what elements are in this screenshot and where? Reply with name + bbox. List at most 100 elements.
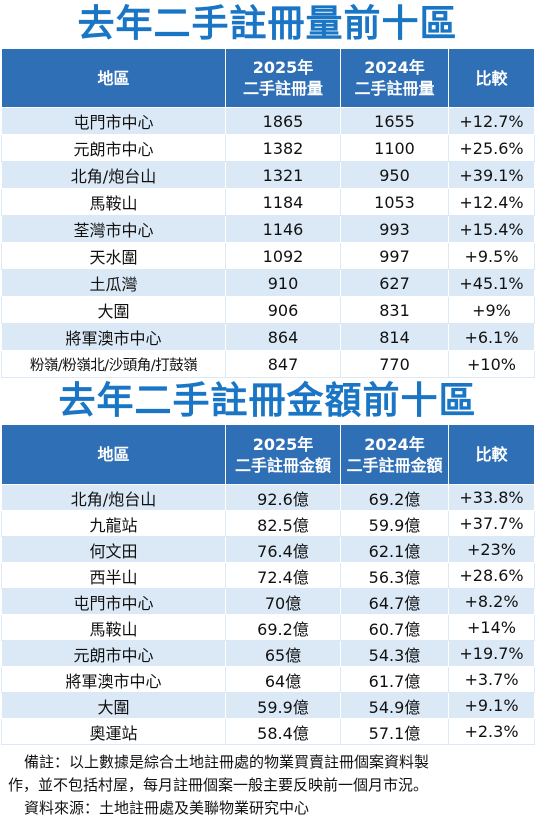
cell-change: +39.1% bbox=[448, 161, 535, 189]
cell-change: +15.4% bbox=[448, 215, 535, 243]
header-2024-year: 2024年 bbox=[364, 58, 425, 77]
cell-district: 將軍澳市中心 bbox=[1, 666, 226, 693]
cell-2024: 770 bbox=[340, 350, 449, 378]
source-line: 資料來源：土地註冊處及美聯物業研究中心 bbox=[24, 799, 310, 817]
cell-district: 馬鞍山 bbox=[1, 188, 226, 216]
note-line-1: 備註：以上數據是綜合土地註冊處的物業買賣註冊個案資料製 bbox=[24, 753, 430, 771]
cell-district: 天水圍 bbox=[1, 242, 226, 270]
header-2024: 2024年 二手註冊金額 bbox=[340, 424, 449, 485]
cell-2024: 56.3億 bbox=[340, 562, 449, 589]
table-row: 土瓜灣 910 627 +45.1% bbox=[1, 269, 535, 297]
cell-2024: 814 bbox=[340, 323, 449, 351]
cell-district: 大圍 bbox=[1, 692, 226, 719]
cell-district: 何文田 bbox=[1, 536, 226, 563]
header-2024: 2024年 二手註冊量 bbox=[340, 48, 449, 108]
cell-2025: 92.6億 bbox=[225, 484, 341, 511]
cell-2024: 64.7億 bbox=[340, 588, 449, 615]
header-compare: 比較 bbox=[448, 48, 535, 108]
table-row: 將軍澳市中心 864 814 +6.1% bbox=[1, 323, 535, 351]
registrations-value-table: 地區 2025年 二手註冊金額 2024年 二手註冊金額 比較 北角/炮台山 92… bbox=[1, 424, 535, 745]
cell-change: +12.7% bbox=[448, 107, 535, 135]
cell-2025: 82.5億 bbox=[225, 510, 341, 537]
cell-2024: 57.1億 bbox=[340, 718, 449, 745]
cell-2025: 58.4億 bbox=[225, 718, 341, 745]
cell-change: +9% bbox=[448, 296, 535, 324]
cell-change: +14% bbox=[448, 614, 535, 641]
cell-2025: 64億 bbox=[225, 666, 341, 693]
cell-change: +25.6% bbox=[448, 134, 535, 162]
cell-2025: 1092 bbox=[225, 242, 341, 270]
cell-change: +37.7% bbox=[448, 510, 535, 537]
cell-change: +8.2% bbox=[448, 588, 535, 615]
cell-district: 大圍 bbox=[1, 296, 226, 324]
cell-2024: 54.3億 bbox=[340, 640, 449, 667]
cell-change: +10% bbox=[448, 350, 535, 378]
table-row: 馬鞍山 69.2億 60.7億 +14% bbox=[1, 614, 535, 641]
header-2024-metric: 二手註冊金額 bbox=[346, 455, 443, 475]
cell-2024: 950 bbox=[340, 161, 449, 189]
header-2025-year: 2025年 bbox=[252, 58, 314, 77]
table-row: 大圍 59.9億 54.9億 +9.1% bbox=[1, 692, 535, 719]
table-row: 北角/炮台山 92.6億 69.2億 +33.8% bbox=[1, 484, 535, 511]
header-2024-year: 2024年 bbox=[364, 434, 425, 454]
table1-title: 去年二手註冊量前十區 bbox=[77, 2, 458, 45]
header-2024-metric: 二手註冊量 bbox=[354, 79, 435, 98]
table2-body: 北角/炮台山 92.6億 69.2億 +33.8% 九龍站 82.5億 59.9億 +37.… bbox=[1, 484, 535, 745]
cell-change: +12.4% bbox=[448, 188, 535, 216]
table-row: 天水圍 1092 997 +9.5% bbox=[1, 242, 535, 270]
cell-2024: 627 bbox=[340, 269, 449, 297]
cell-2024: 59.9億 bbox=[340, 510, 449, 537]
header-2025: 2025年 二手註冊金額 bbox=[225, 424, 341, 485]
cell-change: +9.5% bbox=[448, 242, 535, 270]
cell-change: +28.6% bbox=[448, 562, 535, 589]
cell-district: 粉嶺/粉嶺北/沙頭角/打鼓嶺 bbox=[1, 350, 226, 378]
cell-2025: 1184 bbox=[225, 188, 341, 216]
table-row: 粉嶺/粉嶺北/沙頭角/打鼓嶺 847 770 +10% bbox=[1, 350, 535, 378]
table-row: 元朗市中心 1382 1100 +25.6% bbox=[1, 134, 535, 162]
cell-district: 西半山 bbox=[1, 562, 226, 589]
header-2025-year: 2025年 bbox=[252, 434, 314, 454]
cell-2024: 1053 bbox=[340, 188, 449, 216]
cell-district: 馬鞍山 bbox=[1, 614, 226, 641]
cell-2025: 1865 bbox=[225, 107, 341, 135]
cell-change: +9.1% bbox=[448, 692, 535, 719]
table-row: 西半山 72.4億 56.3億 +28.6% bbox=[1, 562, 535, 589]
table-row: 何文田 76.4億 62.1億 +23% bbox=[1, 536, 535, 563]
cell-change: +19.7% bbox=[448, 640, 535, 667]
table-header-row: 地區 2025年 二手註冊金額 2024年 二手註冊金額 比較 bbox=[1, 424, 535, 485]
table-row: 馬鞍山 1184 1053 +12.4% bbox=[1, 188, 535, 216]
table-row: 屯門市中心 70億 64.7億 +8.2% bbox=[1, 588, 535, 615]
header-2025-metric: 二手註冊金額 bbox=[234, 455, 331, 475]
table-row: 元朗市中心 65億 54.3億 +19.7% bbox=[1, 640, 535, 667]
cell-2025: 910 bbox=[225, 269, 341, 297]
cell-2025: 70億 bbox=[225, 588, 341, 615]
cell-2024: 997 bbox=[340, 242, 449, 270]
cell-2025: 1146 bbox=[225, 215, 341, 243]
table-header-row: 地區 2025年 二手註冊量 2024年 二手註冊量 比較 bbox=[1, 48, 535, 108]
notes: 備註：以上數據是綜合土地註冊處的物業買賣註冊個案資料製 作，並不包括村屋，每月註… bbox=[0, 745, 535, 820]
cell-district: 屯門市中心 bbox=[1, 588, 226, 615]
note-line-2: 作，並不包括村屋，每月註冊個案一般主要反映前一個月市況。 bbox=[8, 776, 429, 794]
cell-2025: 847 bbox=[225, 350, 341, 378]
cell-district: 北角/炮台山 bbox=[1, 484, 226, 511]
registrations-volume-table: 地區 2025年 二手註冊量 2024年 二手註冊量 比較 屯門市中心 1865 1… bbox=[1, 48, 535, 378]
cell-change: +45.1% bbox=[448, 269, 535, 297]
table2-title: 去年二手註冊金額前十區 bbox=[58, 379, 477, 422]
cell-2025: 1382 bbox=[225, 134, 341, 162]
cell-district: 九龍站 bbox=[1, 510, 226, 537]
cell-district: 北角/炮台山 bbox=[1, 161, 226, 189]
cell-2024: 60.7億 bbox=[340, 614, 449, 641]
cell-2025: 906 bbox=[225, 296, 341, 324]
table-row: 奧運站 58.4億 57.1億 +2.3% bbox=[1, 718, 535, 745]
cell-2025: 1321 bbox=[225, 161, 341, 189]
cell-2024: 831 bbox=[340, 296, 449, 324]
table-row: 九龍站 82.5億 59.9億 +37.7% bbox=[1, 510, 535, 537]
table-row: 大圍 906 831 +9% bbox=[1, 296, 535, 324]
cell-district: 土瓜灣 bbox=[1, 269, 226, 297]
header-compare: 比較 bbox=[448, 424, 535, 485]
table-row: 將軍澳市中心 64億 61.7億 +3.7% bbox=[1, 666, 535, 693]
cell-2024: 61.7億 bbox=[340, 666, 449, 693]
table-row: 屯門市中心 1865 1655 +12.7% bbox=[1, 107, 535, 135]
cell-2024: 1100 bbox=[340, 134, 449, 162]
